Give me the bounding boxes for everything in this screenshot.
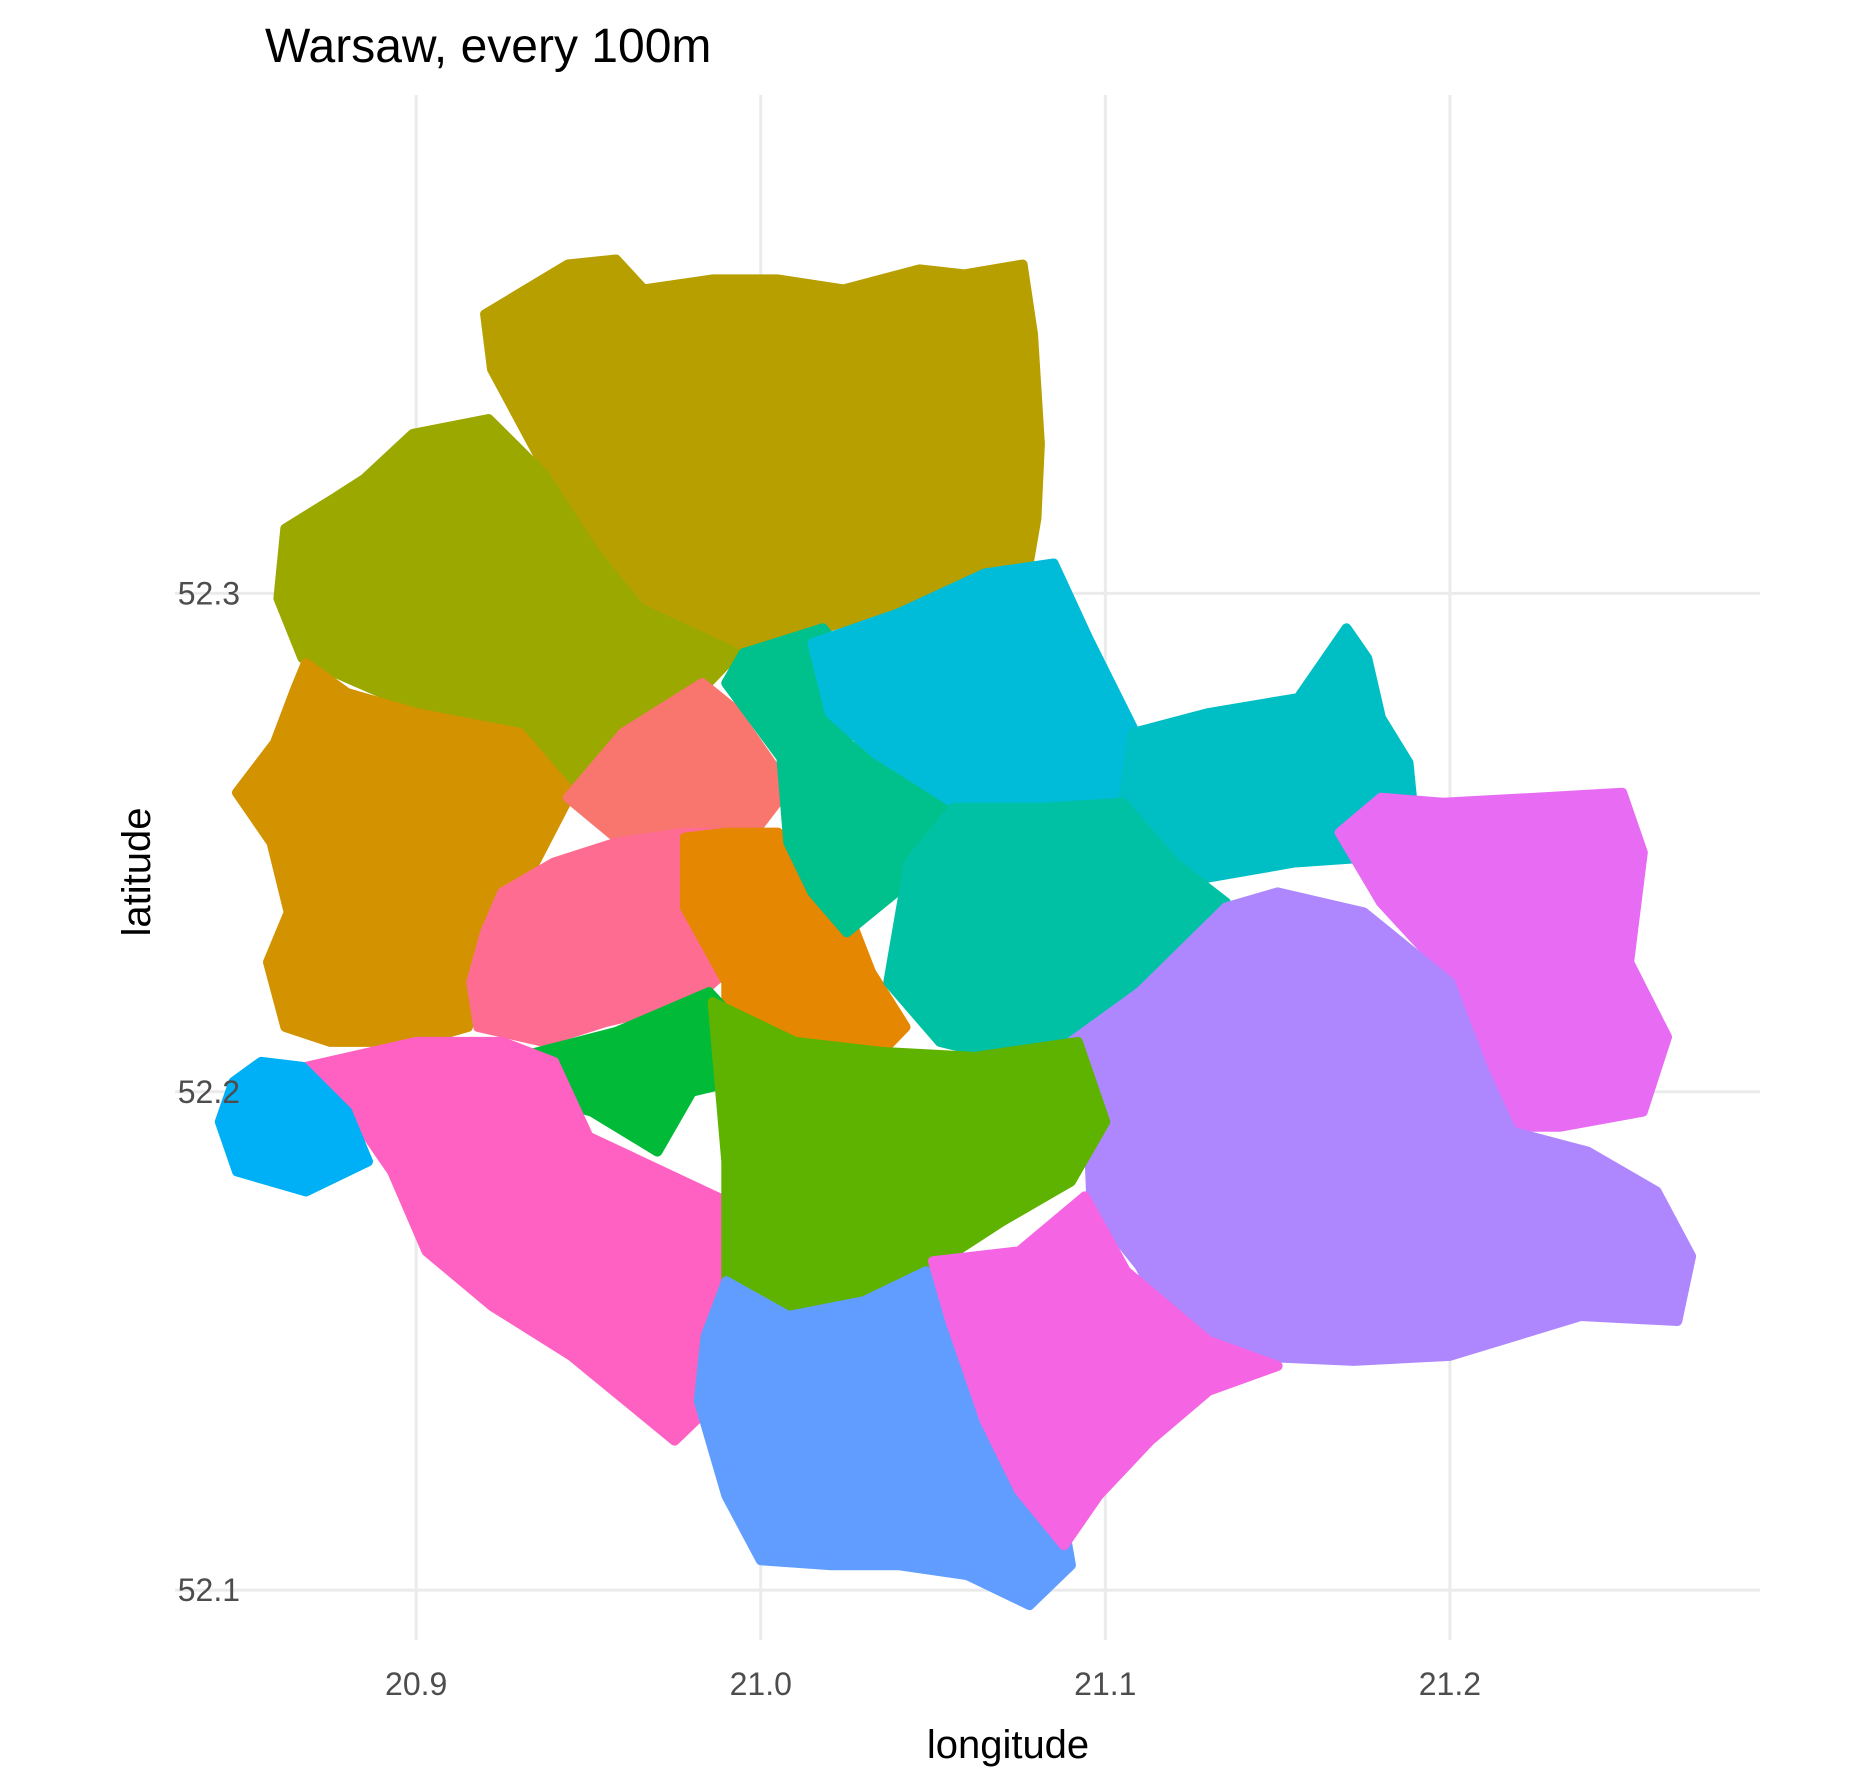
y-tick-label: 52.3 — [178, 575, 240, 611]
x-tick-label: 21.2 — [1419, 1666, 1481, 1702]
x-tick-label: 21.1 — [1074, 1666, 1136, 1702]
x-tick-label: 20.9 — [385, 1666, 447, 1702]
x-axis-label: longitude — [927, 1723, 1089, 1767]
y-axis-label: latitude — [115, 808, 159, 937]
y-tick-label: 52.2 — [178, 1074, 240, 1110]
district-regions — [214, 254, 1697, 1611]
y-axis-tick-labels: 52.1 52.2 52.3 — [178, 575, 240, 1608]
district-region-18 — [214, 1056, 373, 1197]
district-region-12 — [1334, 787, 1672, 1132]
district-region-17 — [928, 1191, 1283, 1551]
x-tick-label: 21.0 — [730, 1666, 792, 1702]
x-axis-tick-labels: 20.9 21.0 21.1 21.2 — [385, 1666, 1481, 1702]
district-region-3 — [232, 658, 577, 1047]
y-tick-label: 52.1 — [178, 1572, 240, 1608]
chart-title: Warsaw, every 100m — [265, 20, 711, 73]
